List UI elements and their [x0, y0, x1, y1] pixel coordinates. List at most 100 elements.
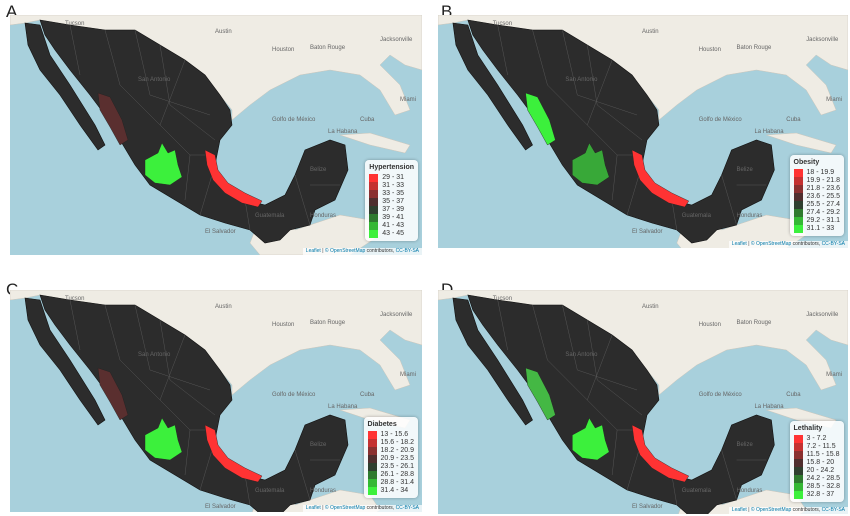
license-link[interactable]: CC-BY-SA [821, 507, 845, 513]
legend-item: 39 - 41 [369, 214, 414, 222]
legend-swatch [369, 206, 379, 214]
map-d[interactable]: Tucson Austin Houston San Antonio Baton Roug… [438, 290, 848, 514]
place-label: Belize [310, 167, 327, 173]
place-label: Houston [272, 322, 294, 328]
legend-label: 13 - 15.6 [380, 431, 409, 438]
legend-label: 7.2 - 11.5 [806, 443, 836, 450]
legend-swatch [367, 479, 377, 487]
attribution: Leaflet | © OpenStreetMap contributors, … [302, 505, 422, 512]
place-label: El Salvador [205, 229, 236, 235]
license-link[interactable]: CC-BY-SA [395, 248, 419, 254]
attribution-text: contributors, [366, 505, 395, 511]
legend-item: 29.2 - 31.1 [793, 217, 840, 225]
legend-title: Lethality [793, 425, 823, 432]
legend-swatch [793, 193, 803, 201]
legend-label: 18.2 - 20.9 [380, 447, 414, 454]
place-label: Cuba [786, 392, 801, 398]
legend: Diabetes 13 - 15.6 15.6 - 18.2 18.2 - 20.9 2… [363, 417, 418, 498]
legend-swatch [367, 487, 377, 495]
map-canvas: Tucson Austin Houston San Antonio Baton Roug… [10, 15, 422, 255]
legend-label: 3 - 7.2 [806, 435, 827, 442]
legend-item: 31.4 - 34 [367, 487, 414, 495]
mexico-states[interactable] [452, 19, 775, 244]
legend-item: 31 - 33 [369, 182, 414, 190]
state-sinaloa[interactable] [525, 367, 556, 421]
osm-link[interactable]: © OpenStreetMap [750, 507, 792, 513]
state-jalisco[interactable] [144, 142, 183, 186]
place-label: Honduras [310, 488, 336, 494]
map-c[interactable]: Tucson Austin Houston San Antonio Baton Roug… [10, 290, 422, 512]
leaflet-link[interactable]: Leaflet [305, 505, 321, 511]
osm-link[interactable]: © OpenStreetMap [750, 241, 792, 247]
legend-label: 31.4 - 34 [380, 487, 409, 494]
osm-link[interactable]: © OpenStreetMap [324, 248, 366, 254]
map-b[interactable]: Tucson Austin Houston San Antonio Baton Roug… [438, 15, 848, 248]
place-label: Jacksonville [806, 312, 839, 318]
place-label: El Salvador [632, 229, 662, 235]
place-label: Jacksonville [380, 312, 413, 318]
legend-label: 35 - 37 [382, 198, 405, 205]
state-veracruz[interactable] [631, 424, 690, 483]
state-borders [69, 24, 340, 231]
map-a[interactable]: Tucson Austin Houston San Antonio Baton Roug… [10, 15, 422, 255]
state-sinaloa[interactable] [97, 367, 129, 421]
mexico-states[interactable] [452, 294, 775, 514]
legend-label: 11.5 - 15.8 [806, 451, 840, 458]
legend-swatch [793, 169, 803, 177]
place-label: Cuba [360, 392, 375, 398]
legend-label: 15.8 - 20 [806, 459, 835, 466]
state-veracruz[interactable] [204, 149, 263, 208]
legend-item: 29 - 31 [369, 174, 414, 182]
legend-swatch [369, 190, 379, 198]
place-label: Honduras [737, 213, 763, 219]
place-label: Golfo de México [272, 117, 316, 123]
state-borders [497, 24, 767, 231]
license-link[interactable]: CC-BY-SA [395, 505, 419, 511]
place-label: Austin [642, 29, 659, 35]
legend-label: 20.9 - 23.5 [380, 455, 414, 462]
legend-swatch [369, 222, 379, 230]
state-veracruz[interactable] [204, 424, 263, 483]
state-jalisco[interactable] [572, 417, 610, 461]
legend-label: 41 - 43 [382, 222, 405, 229]
place-label: Golfo de México [699, 117, 743, 123]
mexico-states[interactable] [24, 19, 349, 244]
legend-label: 23.6 - 25.5 [806, 193, 840, 200]
legend-label: 23.5 - 26.1 [380, 463, 414, 470]
place-label: La Habana [754, 129, 784, 135]
place-label: Houston [699, 322, 721, 328]
osm-link[interactable]: © OpenStreetMap [324, 505, 366, 511]
legend-label: 24.2 - 28.5 [806, 475, 840, 482]
state-sinaloa[interactable] [97, 92, 129, 146]
legend-swatch [793, 451, 803, 459]
legend-item: 13 - 15.6 [367, 431, 414, 439]
state-jalisco[interactable] [144, 417, 183, 461]
legend-item: 31.1 - 33 [793, 225, 840, 233]
legend-item: 23.5 - 26.1 [367, 463, 414, 471]
state-veracruz[interactable] [631, 149, 690, 208]
place-label: Houston [699, 47, 721, 53]
place-label: Golfo de México [272, 392, 316, 398]
legend-item: 18 - 19.9 [793, 169, 840, 177]
mexico-states[interactable] [24, 294, 349, 512]
state-jalisco[interactable] [572, 142, 610, 186]
license-link[interactable]: CC-BY-SA [821, 241, 845, 247]
state-sinaloa[interactable] [525, 92, 556, 146]
place-label: Miami [826, 97, 842, 103]
legend-swatch [793, 201, 803, 209]
place-label: Cuba [360, 117, 375, 123]
legend-swatch [369, 214, 379, 222]
legend-item: 24.2 - 28.5 [793, 475, 840, 483]
legend-label: 20 - 24.2 [806, 467, 835, 474]
attribution: Leaflet | © OpenStreetMap contributors, … [728, 241, 848, 248]
leaflet-link[interactable]: Leaflet [305, 248, 321, 254]
leaflet-link[interactable]: Leaflet [731, 507, 747, 513]
legend-label: 21.8 - 23.6 [806, 185, 840, 192]
attribution-text: contributors, [792, 241, 821, 247]
legend-label: 29 - 31 [382, 174, 405, 181]
legend-item: 26.1 - 28.8 [367, 471, 414, 479]
legend-swatch [369, 182, 379, 190]
place-label: Guatemala [255, 213, 285, 219]
place-label: Guatemala [682, 213, 712, 219]
leaflet-link[interactable]: Leaflet [731, 241, 747, 247]
